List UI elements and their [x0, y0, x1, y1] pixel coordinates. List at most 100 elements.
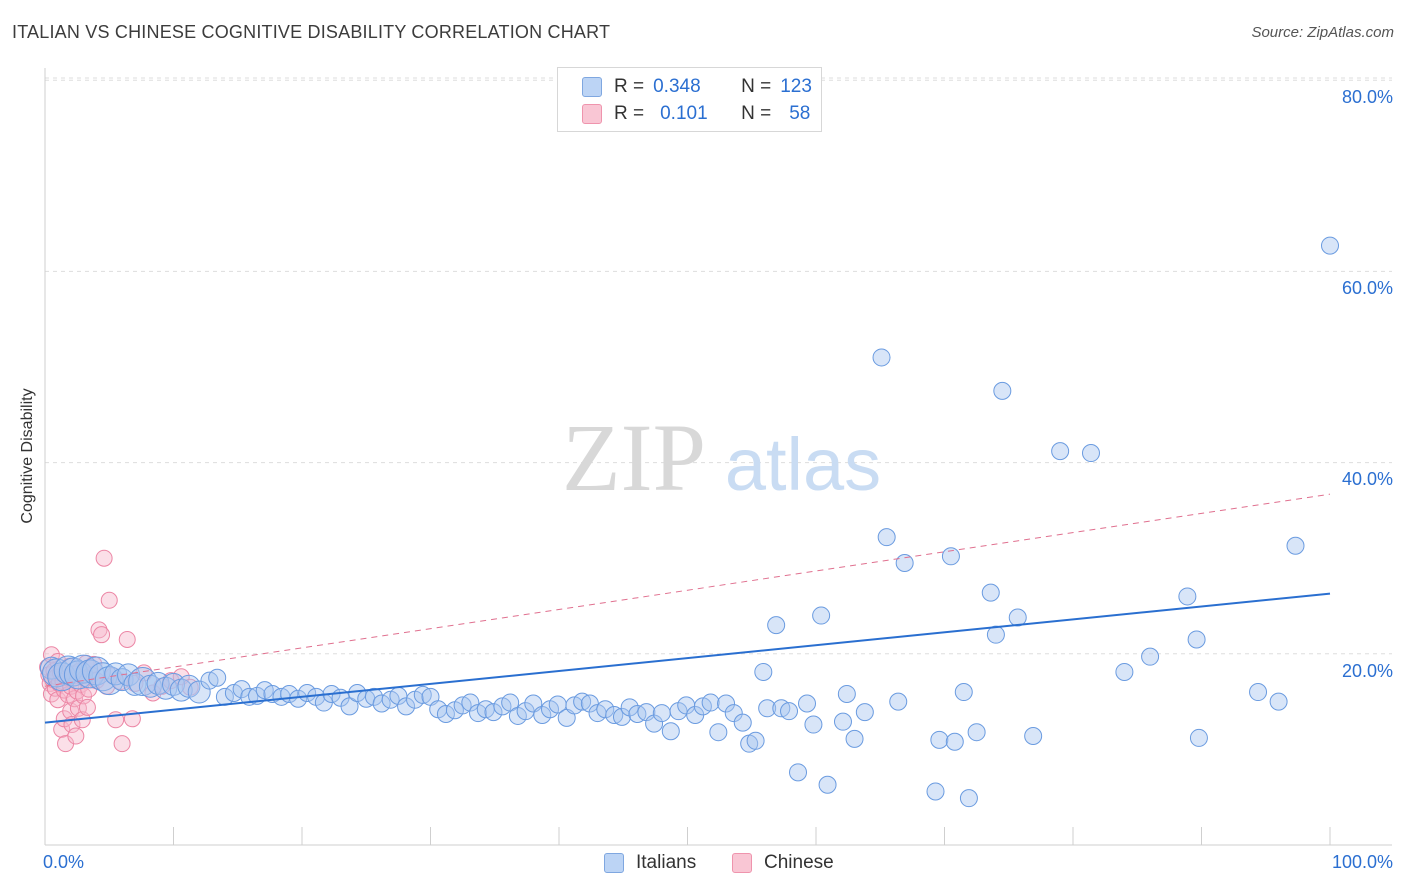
italians-point-78 — [645, 714, 664, 733]
italians-point-69 — [573, 692, 592, 711]
italians-point-103 — [837, 684, 856, 703]
italians-legend-label: Italians — [636, 852, 697, 873]
italians-point-97 — [789, 763, 808, 782]
chinese-legend-swatch — [732, 853, 752, 873]
chinese-swatch — [582, 104, 602, 124]
r-label: R = — [614, 76, 645, 97]
italians-point-122 — [1051, 442, 1070, 461]
italians-point-101 — [818, 775, 837, 794]
italians-point-127 — [1189, 728, 1208, 747]
italians-point-52 — [436, 705, 455, 724]
italians-point-125 — [1141, 647, 1160, 666]
legend-row-chinese: R = 0.101 N = 58 — [582, 101, 810, 127]
italians-point-108 — [889, 692, 908, 711]
y-tick-label-40: 40.0% — [1341, 469, 1393, 489]
n-value: 58 — [789, 103, 811, 124]
italians-point-116 — [959, 789, 978, 808]
italians-point-27 — [232, 680, 251, 699]
italians-point-60 — [501, 693, 520, 712]
chinese-point-35 — [78, 698, 96, 716]
italians-point-72 — [596, 700, 615, 719]
italians-point-115 — [967, 723, 986, 742]
italians-point-128 — [1249, 683, 1268, 702]
italians-point-117 — [981, 583, 1000, 602]
italians-point-105 — [855, 703, 874, 722]
italians-legend-swatch — [604, 853, 624, 873]
y-tick-label-80: 80.0% — [1341, 87, 1393, 107]
x-tick-label-min: 0.0% — [43, 852, 85, 872]
italians-point-126 — [1178, 587, 1197, 606]
italians-point-121 — [1024, 727, 1043, 746]
italians-point-24 — [208, 668, 227, 687]
chinese-point-42 — [95, 549, 113, 567]
chinese-point-28 — [69, 699, 87, 717]
chinese-point-44 — [100, 591, 118, 609]
italians-point-129 — [1269, 692, 1288, 711]
chart-title: ITALIAN VS CHINESE COGNITIVE DISABILITY … — [12, 22, 611, 42]
italians-point-131 — [1286, 536, 1305, 555]
italians-point-123 — [1081, 444, 1100, 463]
italians-point-73 — [605, 705, 624, 724]
italians-point-55 — [461, 693, 480, 712]
source-credit: Source: ZipAtlas.com — [1251, 24, 1394, 41]
y-tick-label-60: 60.0% — [1341, 278, 1393, 298]
italians-point-47 — [397, 697, 416, 716]
italians-point-40 — [340, 697, 359, 716]
italians-point-110 — [926, 782, 945, 801]
italians-point-107 — [877, 528, 896, 547]
italians-trend-line — [44, 592, 1331, 724]
italians-point-96 — [780, 702, 799, 721]
italians-point-58 — [484, 703, 503, 722]
italians-point-109 — [895, 553, 914, 572]
chinese-point-56 — [113, 735, 131, 753]
chinese-point-26 — [67, 727, 85, 745]
italians-point-99 — [804, 715, 823, 734]
italians-point-79 — [652, 704, 671, 723]
chinese-point-55 — [181, 678, 199, 696]
italians-point-119 — [993, 381, 1012, 400]
italians-point-100 — [812, 606, 831, 625]
italians-point-76 — [628, 705, 647, 724]
italians-point-112 — [941, 547, 960, 566]
italians-point-22 — [187, 680, 211, 704]
watermark-atlas: atlas — [725, 423, 881, 506]
italians-point-91 — [746, 731, 765, 750]
watermark-zip: ZIP — [562, 404, 706, 511]
italians-swatch — [582, 77, 602, 97]
italians-point-104 — [845, 729, 864, 748]
italians-point-88 — [724, 704, 743, 723]
y-tick-label-20: 20.0% — [1341, 661, 1393, 681]
legend-item-chinese: Chinese — [732, 852, 834, 874]
italians-point-92 — [754, 662, 773, 681]
italians-point-106 — [872, 348, 891, 367]
n-value: 123 — [780, 76, 812, 97]
italians-point-98 — [798, 694, 817, 713]
italians-point-74 — [612, 707, 631, 726]
italians-point-5 — [63, 660, 93, 690]
italians-point-21 — [177, 674, 201, 698]
legend-item-italians: Italians — [604, 852, 696, 874]
italians-point-49 — [413, 685, 432, 704]
italians-point-12 — [110, 668, 134, 692]
italians-point-132 — [1187, 630, 1206, 649]
r-label: R = — [614, 103, 645, 124]
chinese-point-40 — [90, 621, 108, 639]
italians-point-10 — [94, 666, 124, 696]
axes — [44, 68, 1392, 846]
italians-point-44 — [372, 694, 391, 713]
italians-point-114 — [954, 683, 973, 702]
italians-points — [39, 236, 1339, 808]
italians-point-124 — [1115, 662, 1134, 681]
italians-point-86 — [709, 723, 728, 742]
r-value: 0.101 — [660, 103, 708, 124]
italians-point-93 — [758, 699, 777, 718]
series-legend: Italians Chinese — [0, 852, 1406, 878]
italians-point-85 — [701, 693, 720, 712]
italians-point-87 — [717, 694, 736, 713]
italians-point-80 — [661, 722, 680, 741]
italians-point-130 — [1321, 236, 1339, 255]
italians-point-120 — [1008, 608, 1027, 627]
chinese-point-41 — [93, 626, 111, 644]
italians-point-4 — [58, 657, 88, 687]
italians-point-113 — [945, 732, 964, 751]
